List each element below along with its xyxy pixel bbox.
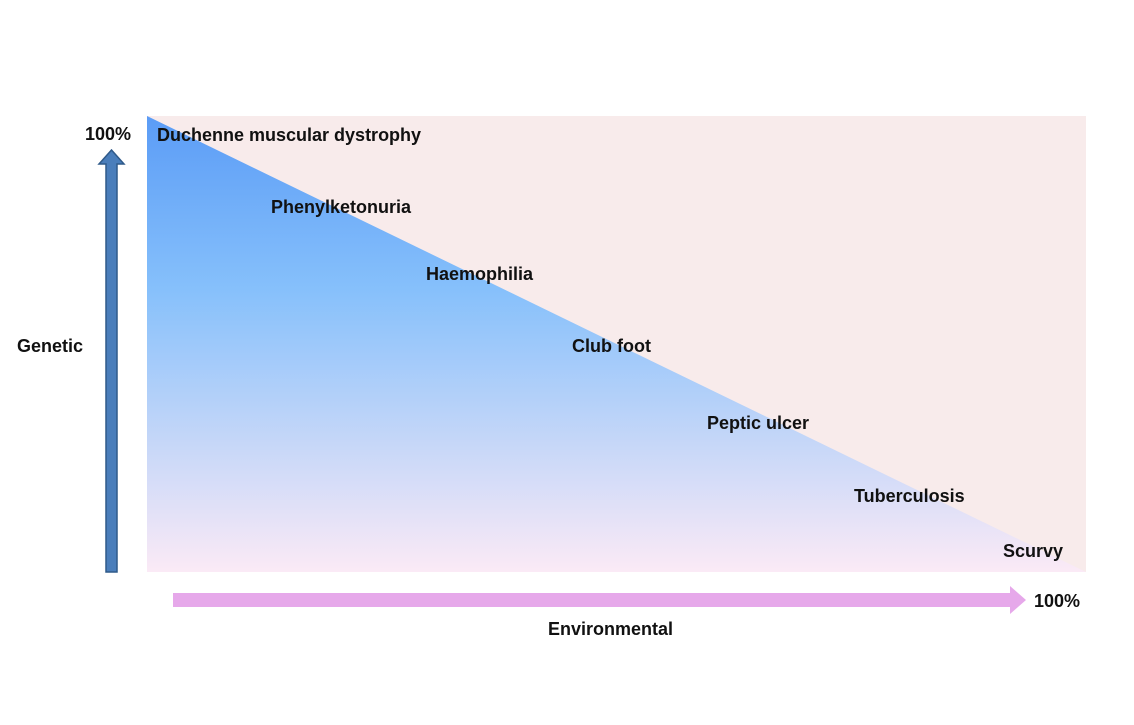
genetic-max-label: 100% [85, 124, 132, 144]
disease-label-scurvy: Scurvy [1003, 541, 1064, 561]
genetic-axis-label: Genetic [17, 336, 84, 356]
disease-label-duchenne: Duchenne muscular dystrophy [157, 125, 422, 145]
environmental-axis-label: Environmental [548, 619, 674, 639]
genetic-triangle [147, 116, 1086, 572]
genetic-arrow [97, 148, 126, 573]
disease-label-peptic-ulcer: Peptic ulcer [707, 413, 810, 433]
environmental-max-label: 100% [1034, 591, 1081, 611]
disease-label-haemophilia: Haemophilia [426, 264, 534, 284]
disease-label-phenylketonuria: Phenylketonuria [271, 197, 412, 217]
environmental-arrow [173, 586, 1026, 614]
disease-label-club-foot: Club foot [572, 336, 651, 356]
disease-label-tuberculosis: Tuberculosis [854, 486, 965, 506]
